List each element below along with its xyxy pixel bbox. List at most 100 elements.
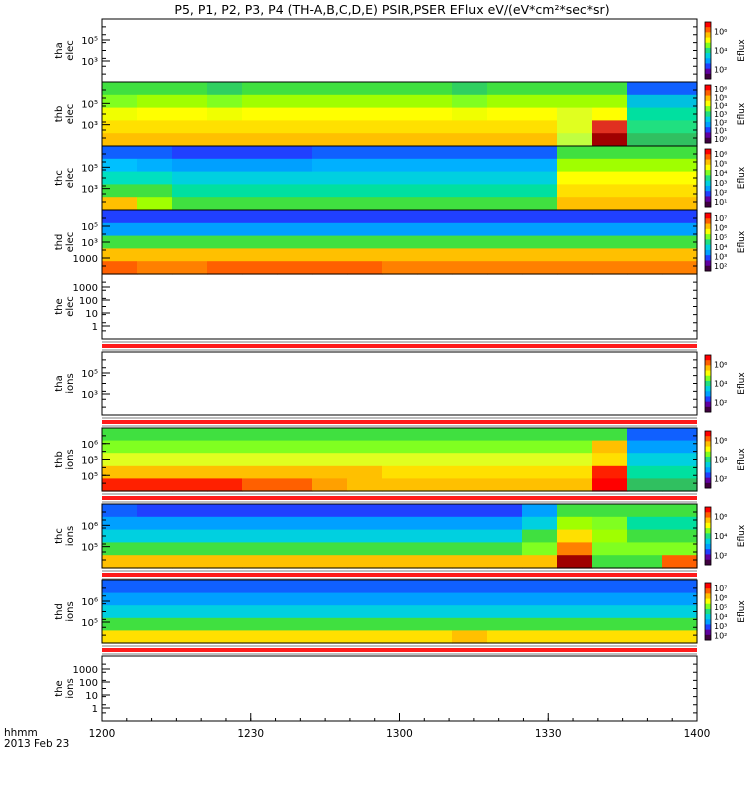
heatmap-cell (557, 248, 593, 262)
heatmap-cell (277, 605, 313, 619)
panel-label-line: the (54, 680, 65, 696)
colorbar-tick-label: 10² (714, 262, 727, 271)
colorbar-tick-label: 10⁴ (714, 169, 727, 178)
colorbar-segment (705, 629, 711, 636)
heatmap-cell (312, 184, 348, 198)
heatmap-cell (347, 94, 383, 109)
heatmap-cell (277, 453, 313, 467)
figure-title: P5, P1, P2, P3, P4 (TH-A,B,C,D,E) PSIR,P… (174, 2, 609, 17)
heatmap-cell (417, 580, 453, 594)
heatmap-cell (452, 248, 488, 262)
colorbar-segment (705, 223, 711, 230)
colorbar-segment (705, 116, 711, 123)
heatmap-cell (417, 133, 453, 147)
heatmap-cell (312, 516, 348, 531)
heatmap-cell (347, 465, 383, 479)
heatmap-cell (102, 630, 138, 644)
heatmap-cell (207, 516, 243, 531)
y-tick-label: 100 (79, 296, 98, 307)
heatmap-cell (627, 617, 663, 631)
colorbar-tick-label: 10⁰ (714, 135, 727, 144)
y-tick-label: 1000 (73, 254, 98, 265)
heatmap-cell (137, 580, 173, 594)
heatmap-cell (277, 94, 313, 109)
colorbar-segment (705, 477, 711, 484)
heatmap-cell (207, 133, 243, 147)
heatmap-cell (277, 504, 313, 518)
heatmap-cell (627, 516, 663, 531)
heatmap-cell (242, 440, 278, 454)
heatmap-cell (627, 82, 663, 96)
heatmap-cell (452, 478, 488, 492)
heatmap-cell (137, 529, 173, 543)
colorbar-segment (705, 375, 711, 382)
heatmap-cell (102, 146, 138, 160)
heatmap-cell (417, 529, 453, 543)
heatmap-cell (662, 605, 698, 619)
heatmap-cell (242, 248, 278, 262)
y-tick-label: 10⁵ (81, 99, 98, 110)
heatmap-cell (627, 158, 663, 173)
heatmap-cell (312, 555, 348, 569)
colorbar-segment (705, 522, 711, 529)
panel-label-line: tha (54, 375, 65, 391)
panel-tha_elec: 10⁵ 10³ thaelec 10⁶ 10⁴ 10² Eflux (54, 18, 747, 83)
heatmap-cell (592, 261, 628, 275)
heatmap-cell (557, 94, 593, 109)
panel-label: thaelec (54, 40, 76, 61)
heatmap-cell (452, 261, 488, 275)
heatmap-cell (627, 428, 663, 442)
heatmap-cell (662, 158, 698, 173)
heatmap-cell (102, 184, 138, 198)
heatmap-cell (522, 478, 558, 492)
colorbar-segment (705, 512, 711, 519)
colorbar-segment (705, 239, 711, 246)
heatmap-cell (137, 248, 173, 262)
heatmap-cell (137, 605, 173, 619)
heatmap-cell (242, 210, 278, 224)
heatmap-cell (137, 478, 173, 492)
heatmap-cell (592, 146, 628, 160)
y-tick-label: 10⁵ (81, 543, 98, 554)
heatmap-cell (592, 222, 628, 237)
red-band (102, 420, 697, 424)
heatmap-cell (277, 529, 313, 543)
heatmap-cell (662, 529, 698, 543)
heatmap-cell (382, 197, 418, 211)
colorbar-frame (704, 582, 712, 641)
colorbar-segment (705, 559, 711, 566)
heatmap-cell (557, 133, 593, 147)
heatmap-cell (487, 516, 523, 531)
panel-label-line: thc (54, 170, 65, 186)
heatmap-cell (592, 504, 628, 518)
heatmap-cell (452, 158, 488, 173)
heatmap-cell (277, 146, 313, 160)
heatmap-cell (137, 94, 173, 109)
colorbar-segment (705, 462, 711, 468)
heatmap-cell (592, 440, 628, 454)
heatmap-cell (242, 120, 278, 134)
colorbar-segment (705, 149, 711, 155)
heatmap-cell (347, 107, 383, 121)
colorbar-segment (705, 436, 711, 442)
heatmap-cell (137, 184, 173, 198)
x-tick-label: 1400 (684, 728, 711, 740)
y-tick-label: 10⁵ (81, 163, 98, 174)
heatmap-cell (242, 133, 278, 147)
panel-the_elec: 1000 100 10 1 theelec (54, 273, 698, 351)
heatmap-cell (102, 235, 138, 249)
heatmap-cell (382, 133, 418, 147)
heatmap-cell (312, 478, 348, 492)
heatmap-cell (312, 261, 348, 275)
heatmap-cell (417, 171, 453, 185)
heatmap-cell (452, 440, 488, 454)
heatmap-cell (242, 197, 278, 211)
heatmap-cell (347, 542, 383, 556)
heatmap-cell (382, 428, 418, 442)
heatmap-cell (137, 453, 173, 467)
heatmap-cell (662, 94, 698, 109)
heatmap-cell (522, 82, 558, 96)
heatmap-cell (312, 617, 348, 631)
heatmap-cell (347, 516, 383, 531)
panel-label: thdions (54, 601, 76, 621)
